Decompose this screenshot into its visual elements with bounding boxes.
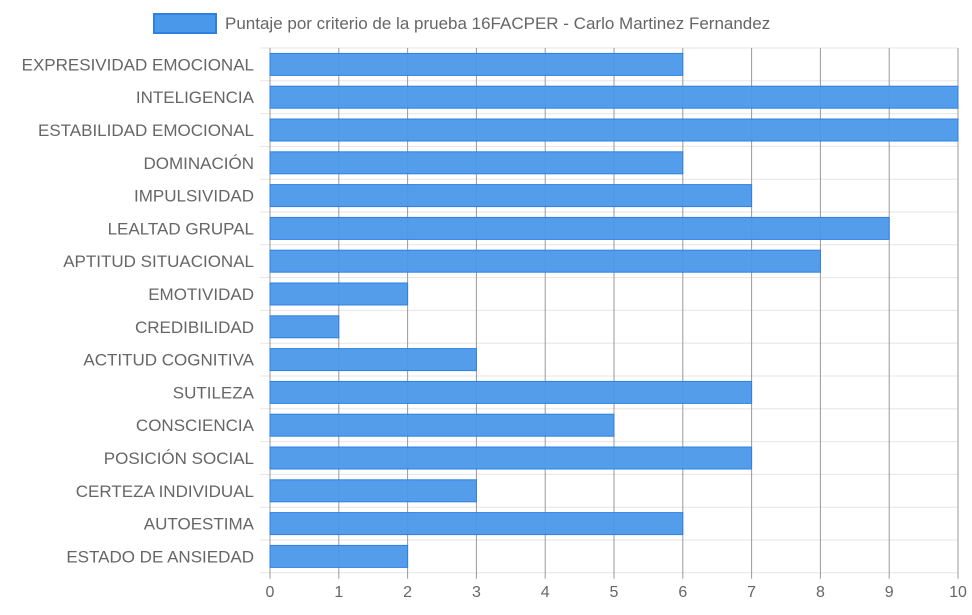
bar[interactable]: [269, 184, 753, 208]
bar[interactable]: [269, 216, 890, 240]
bar[interactable]: [269, 544, 409, 568]
legend[interactable]: Puntaje por criterio de la prueba 16FACP…: [153, 13, 770, 34]
x-tick-label: 1: [334, 584, 343, 601]
category-label: POSICIÓN SOCIAL: [104, 449, 254, 468]
bar[interactable]: [269, 151, 684, 175]
bar[interactable]: [269, 512, 684, 536]
bar[interactable]: [269, 315, 340, 339]
bar[interactable]: [269, 380, 753, 404]
category-label: CONSCIENCIA: [136, 416, 255, 435]
bar[interactable]: [269, 479, 477, 503]
category-label: IMPULSIVIDAD: [134, 187, 254, 206]
category-label: LEALTAD GRUPAL: [108, 219, 254, 238]
bar[interactable]: [269, 118, 959, 142]
category-label: AUTOESTIMA: [144, 515, 255, 534]
category-label: DOMINACIÓN: [144, 154, 255, 173]
category-label: SUTILEZA: [173, 383, 255, 402]
category-label: ESTABILIDAD EMOCIONAL: [38, 121, 254, 140]
category-label: CERTEZA INDIVIDUAL: [76, 482, 254, 501]
x-tick-label: 5: [610, 584, 619, 601]
category-label: APTITUD SITUACIONAL: [63, 252, 254, 271]
x-tick-labels: 0 1 2 3 4 5 6 7 8 9 10: [266, 584, 967, 601]
x-tick-label: 7: [747, 584, 756, 601]
bar[interactable]: [269, 85, 959, 109]
category-label: EXPRESIVIDAD EMOCIONAL: [22, 55, 254, 74]
category-label: CREDIBILIDAD: [135, 318, 254, 337]
bar[interactable]: [269, 52, 684, 76]
bar[interactable]: [269, 282, 409, 306]
x-tick-label: 9: [885, 584, 894, 601]
category-label: ESTADO DE ANSIEDAD: [66, 547, 254, 566]
x-tick-label: 8: [816, 584, 825, 601]
bar[interactable]: [269, 348, 477, 372]
x-tick-label: 4: [541, 584, 550, 601]
x-tick-label: 6: [678, 584, 687, 601]
x-tick-label: 10: [949, 584, 967, 601]
x-tick-label: 2: [403, 584, 412, 601]
legend-label: Puntaje por criterio de la prueba 16FACP…: [225, 14, 770, 33]
category-label: INTELIGENCIA: [136, 88, 255, 107]
grid: [260, 47, 959, 579]
legend-swatch: [153, 13, 217, 34]
category-label: EMOTIVIDAD: [148, 285, 254, 304]
category-label: ACTITUD COGNITIVA: [83, 351, 254, 370]
category-labels: EXPRESIVIDAD EMOCIONAL INTELIGENCIA ESTABI…: [22, 55, 255, 566]
x-tick-label: 0: [266, 584, 275, 601]
bar[interactable]: [269, 446, 753, 470]
x-tick-label: 3: [472, 584, 481, 601]
bars: [269, 52, 959, 568]
bar[interactable]: [269, 249, 821, 273]
bar[interactable]: [269, 413, 615, 437]
